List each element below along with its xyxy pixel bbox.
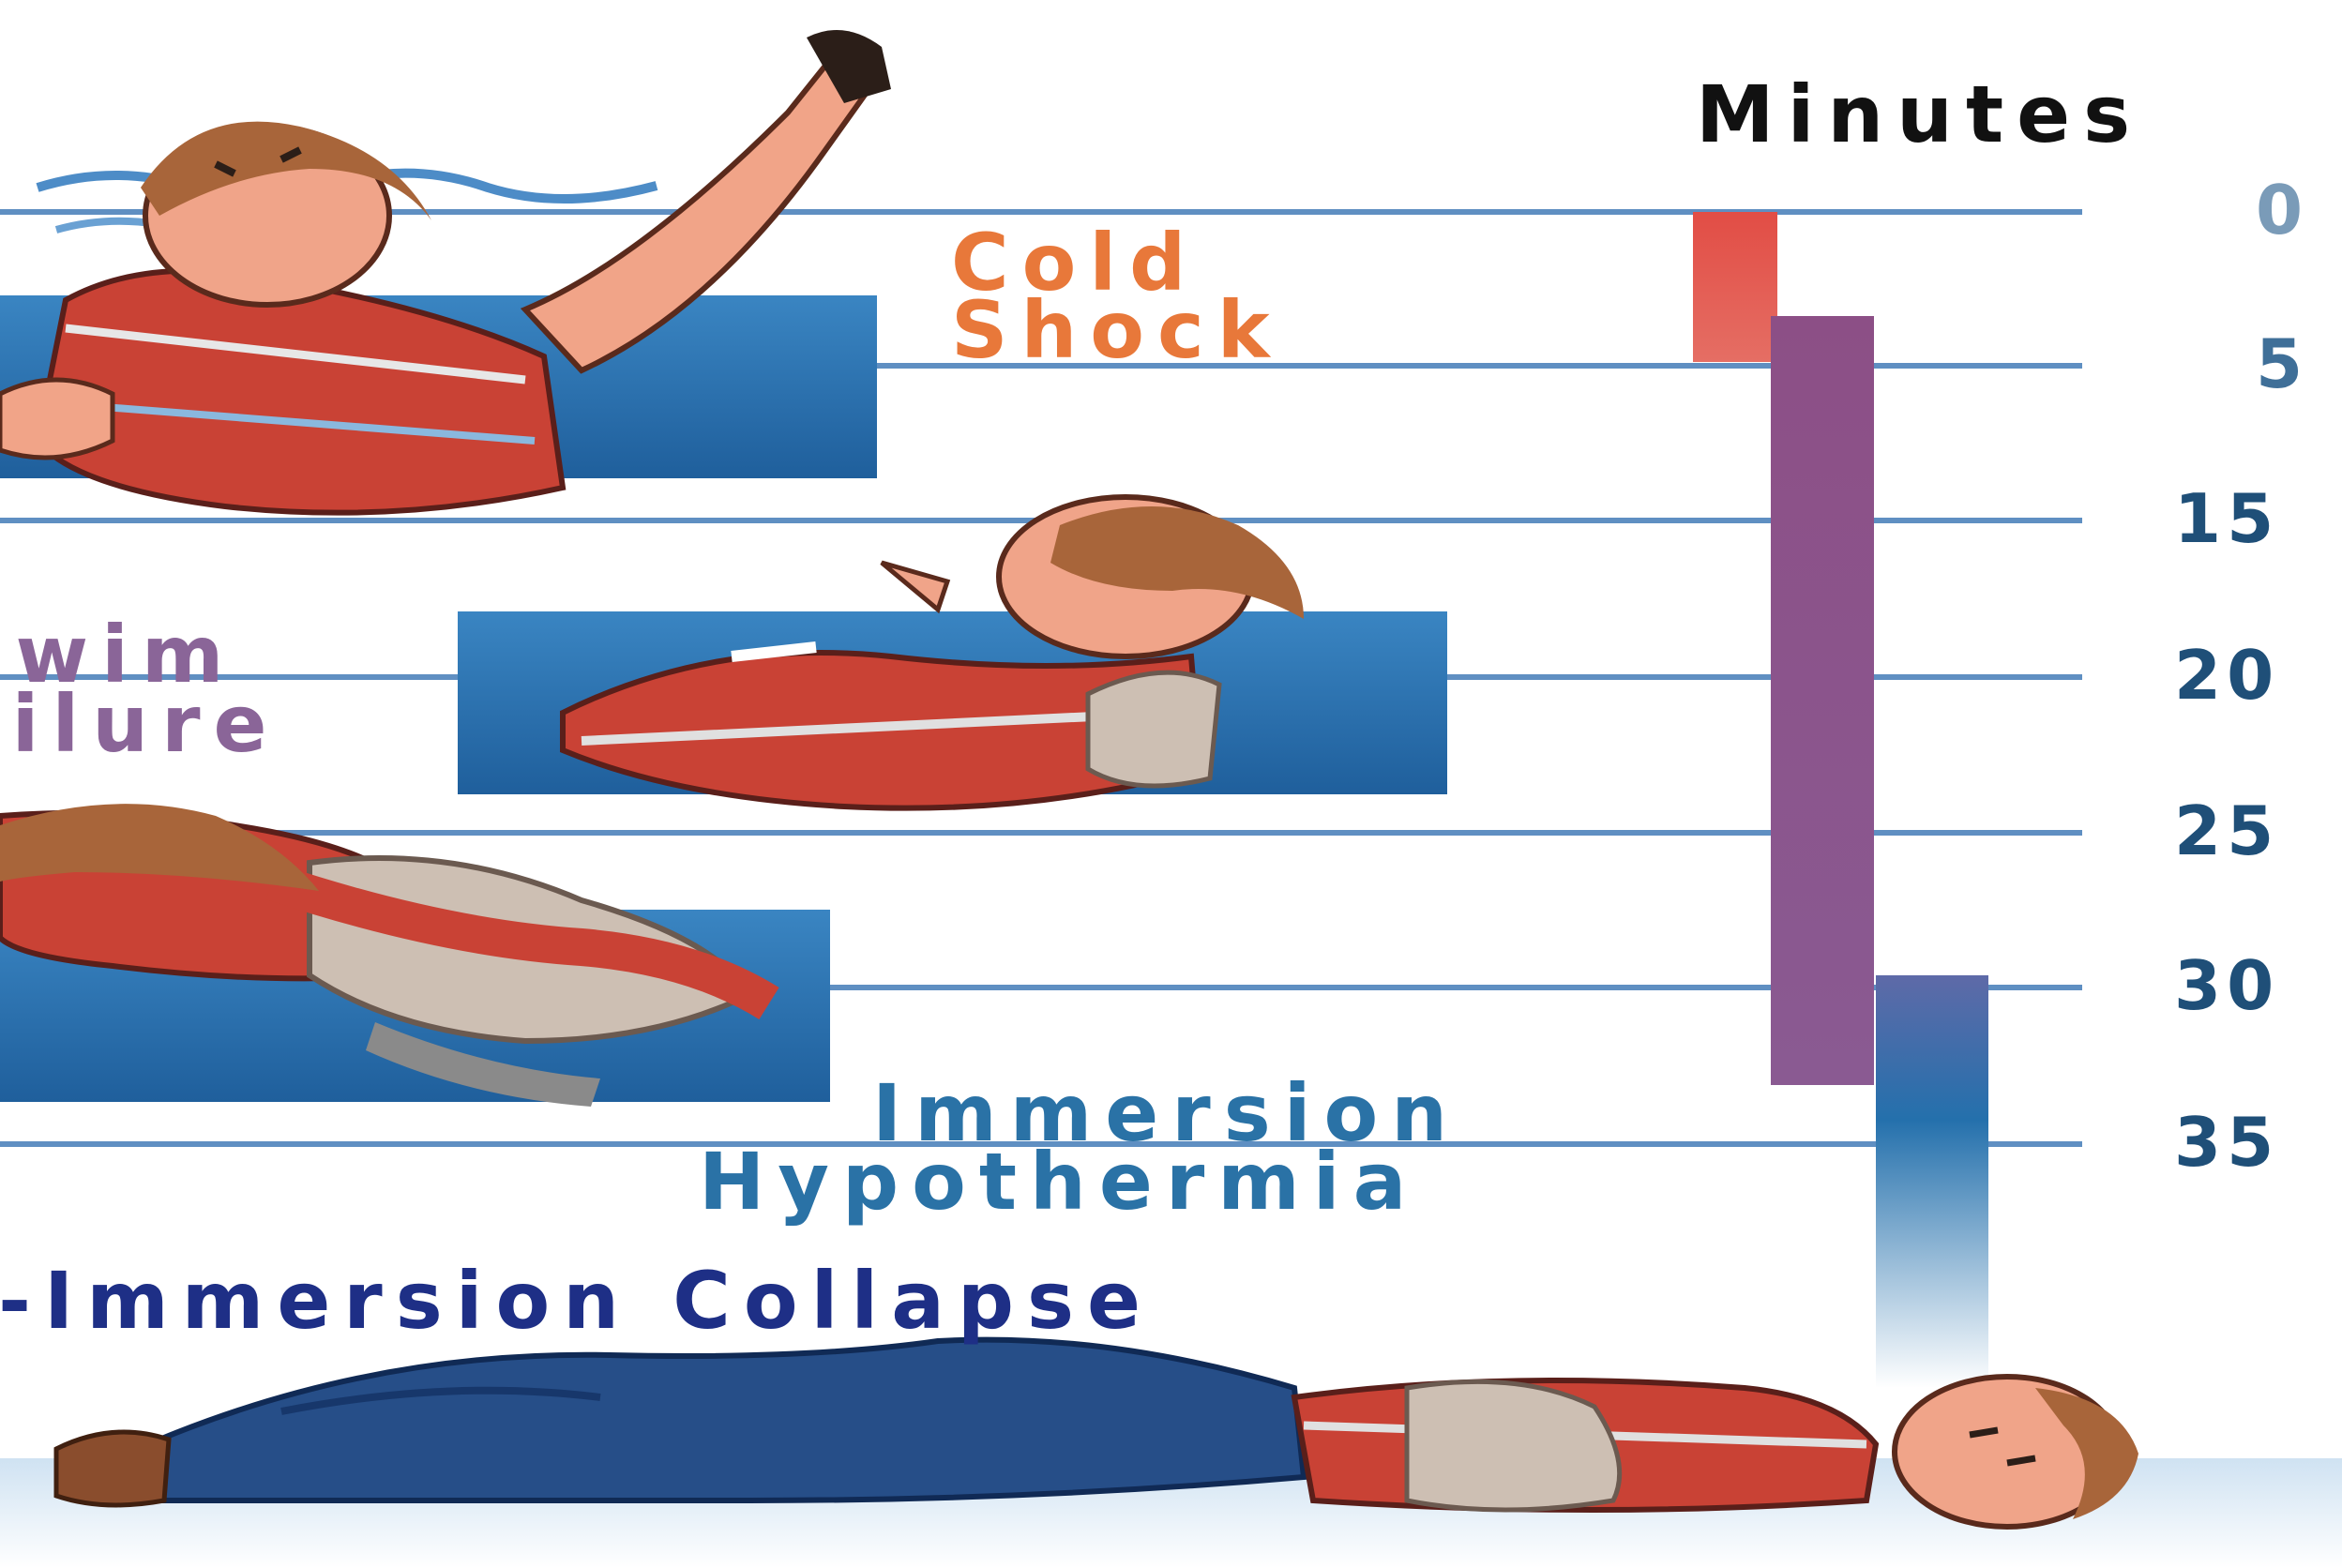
person-waving-in-water-icon xyxy=(0,30,891,516)
person-face-down-icon xyxy=(0,804,779,1107)
tick-label-5: 5 xyxy=(2256,330,2309,398)
tick-label-35: 35 xyxy=(2174,1108,2280,1176)
tick-label-25: 25 xyxy=(2174,797,2280,865)
post-immersion-collapse-label: st-Immersion Collapse xyxy=(0,1255,1154,1347)
cold-shock-label-line-1: Cold xyxy=(951,217,1200,309)
immersion-hypothermia-label-line-2: Hypothermia xyxy=(699,1136,1420,1228)
tick-label-30: 30 xyxy=(2174,952,2280,1019)
tick-label-20: 20 xyxy=(2174,641,2280,709)
cold-shock-label-line-2: Shock xyxy=(951,284,1283,376)
swim-failure-bar xyxy=(1771,316,1874,1085)
cold-shock-bar xyxy=(1693,212,1777,362)
person-floating-on-back-icon xyxy=(560,494,1304,811)
swim-failure-label-line-1: Swim xyxy=(0,609,237,701)
tick-label-0: 0 xyxy=(2256,176,2309,244)
person-lying-collapsed-icon xyxy=(53,1336,2138,1530)
tick-label-15: 15 xyxy=(2174,485,2280,552)
swim-failure-label-line-2: ailure xyxy=(0,678,280,770)
immersion-hypothermia-label-line-1: Immersion xyxy=(872,1067,1461,1159)
minutes-title: Minutes xyxy=(1696,68,2144,160)
hypothermia-bar xyxy=(1876,975,1988,1388)
